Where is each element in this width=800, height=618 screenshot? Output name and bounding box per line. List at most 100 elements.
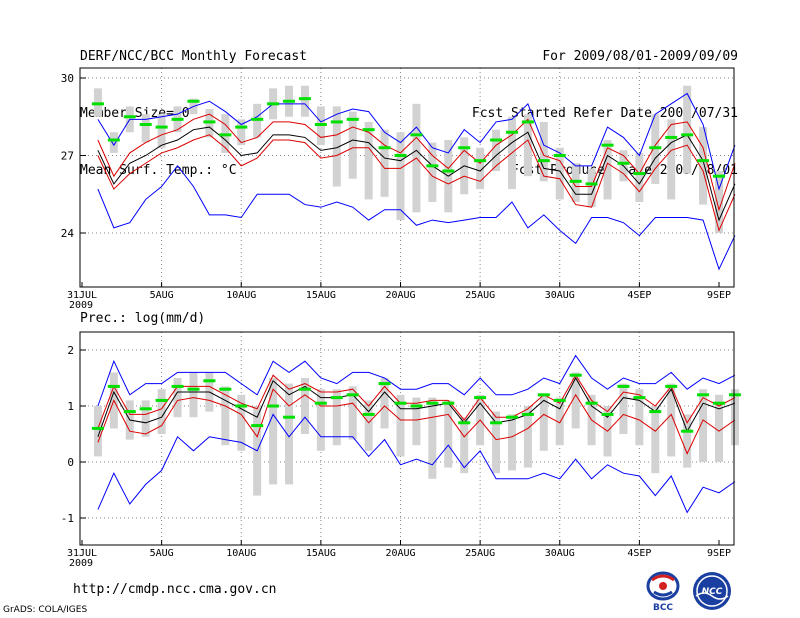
prec-range-box [300,378,309,434]
temp-marker [123,115,136,119]
svg-text:NCC: NCC [702,587,723,597]
prec-range-box [539,394,548,451]
temp-series-maximum [97,92,736,191]
prec-range-box [237,394,246,451]
temp-marker [521,120,534,124]
temp-range-box [237,119,246,146]
temp-marker [283,99,296,103]
prec-marker [219,387,232,391]
source-url[interactable]: http://cmdp.ncc.cma.gov.cn [73,582,277,597]
temp-range-box [715,171,723,233]
prec-xtick-year: 2009 [69,558,93,569]
temp-marker [537,159,550,163]
temp-marker [601,143,614,147]
prec-xtick-label: 25AUG [465,548,495,559]
prec-marker [521,412,534,416]
temp-marker [553,154,566,157]
prec-range-box [667,383,676,457]
prec-range-box [285,383,294,485]
bcc-logo-icon: BCC [646,571,680,612]
prec-marker [107,384,120,388]
prec-xtick-label: 15AUG [306,548,336,559]
prec-range-box [141,400,150,437]
prec-marker [203,379,216,383]
grads-credit: GrADS: COLA/IGES [3,605,88,615]
temp-marker [713,174,725,178]
prec-marker [298,387,311,391]
prec-marker [346,393,359,397]
temp-series-mean [97,126,736,222]
temp-xtick-label: 31JUL [67,290,97,301]
prec-range-box [635,389,644,446]
prec-series-maximum [97,354,736,407]
prec-range-box [93,406,102,457]
prec-range-box [348,386,357,440]
prec-marker [283,415,296,419]
prec-marker [314,401,327,405]
temp-marker [394,154,407,157]
temp-marker [505,130,518,134]
prec-series-upper-spread [97,374,736,429]
temp-series-lower-spread [97,134,736,232]
temp-marker [426,164,439,168]
temp-range-box [476,147,485,190]
prec-range-box [380,378,389,429]
prec-ytick-label: -1 [61,512,74,525]
temp-marker [203,120,216,124]
temp-marker [633,172,646,176]
temp-marker [697,159,710,163]
temp-marker [585,182,598,186]
prec-range-box [730,389,739,446]
temp-xtick-label: 9SEP [707,290,731,301]
prec-marker [362,412,375,416]
prec-xtick-label: 10AUG [226,548,256,559]
prec-marker [537,393,550,397]
temp-xtick-label: 4SEP [627,290,651,301]
prec-range-box [269,378,278,485]
prec-marker [617,384,630,388]
temp-range-box [667,119,676,200]
temp-marker [235,125,248,129]
temp-marker [139,123,152,126]
prec-range-box [189,372,198,418]
temp-marker [155,125,168,129]
prec-marker [394,401,407,405]
temp-marker [681,133,694,137]
temp-range-box [587,168,596,208]
prec-range-box [507,414,516,471]
prec-range-box [444,400,453,468]
prec-marker [553,398,566,402]
prec-marker [426,401,439,405]
temp-ytick-label: 30 [61,72,74,85]
prec-marker [665,384,678,388]
temp-range-box [428,142,437,202]
chart-title: DERF/NCC/BCC Monthly Forecast [80,49,307,64]
prec-marker [601,412,614,416]
temp-frame [79,67,735,288]
prec-xtick-label: 30AUG [545,548,575,559]
prec-range-box [492,411,501,474]
prec-marker [697,393,710,397]
prec-marker [585,401,598,405]
prec-marker [442,401,455,405]
temp-series-minimum [97,165,736,271]
temp-marker [569,179,582,183]
prec-marker [490,421,503,425]
prec-marker [378,382,391,386]
temp-xtick-label: 15AUG [306,290,336,301]
temp-marker [314,123,327,126]
prec-marker [171,384,184,388]
prec-ytick-label: 1 [67,400,74,413]
prec-range-box [364,400,373,451]
prec-marker [458,421,471,425]
prec-range-box [683,414,692,468]
temp-xtick-year: 2009 [69,300,93,311]
temp-ytick-label: 24 [61,227,75,240]
prec-range-box [715,394,723,462]
prec-range-box [332,389,341,446]
prec-range-box [523,406,532,468]
ncc-logo-icon: NCC [693,572,731,610]
temp-marker [649,146,662,150]
